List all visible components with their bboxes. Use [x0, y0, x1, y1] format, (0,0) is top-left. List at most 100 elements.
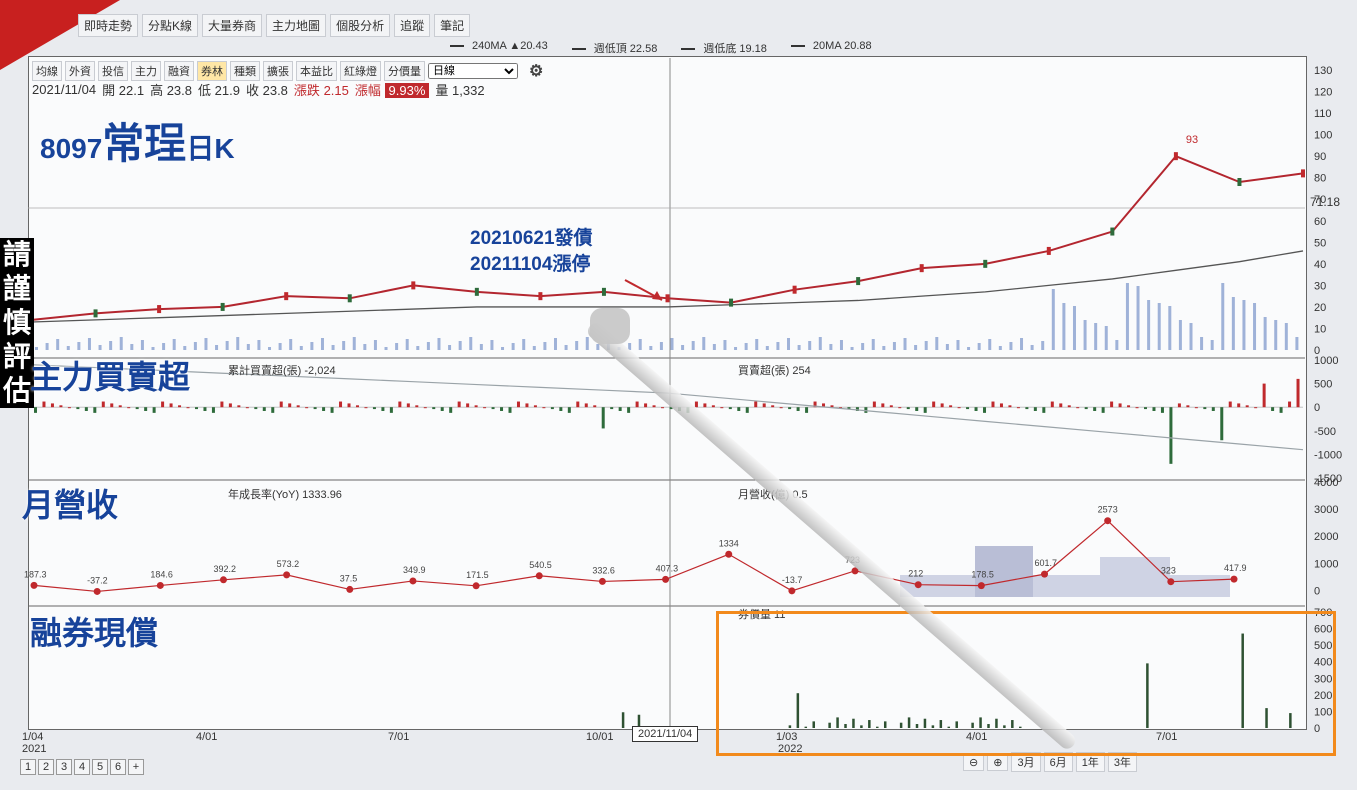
rev-label-7: 171.5: [466, 570, 489, 580]
mainforce-bar-61: [550, 407, 554, 410]
candle-16: [1046, 246, 1051, 255]
page-4[interactable]: 4: [74, 759, 90, 775]
gear-icon[interactable]: ⚙: [529, 63, 544, 80]
short-bar-96: [796, 693, 800, 728]
zoom-out-icon[interactable]: ⊖: [963, 753, 985, 771]
mainforce-bar-38: [355, 405, 359, 408]
rev-ytick-2: 2000: [1314, 531, 1338, 543]
mainforce-bar-40: [372, 407, 376, 410]
mainforce-bar-111: [974, 407, 978, 411]
mainforce-bar-20: [203, 407, 207, 411]
mainforce-bar-65: [584, 403, 588, 408]
btn-expand[interactable]: 擴張: [263, 61, 293, 81]
volume-bar-88: [967, 347, 971, 350]
btn-traffic[interactable]: 紅綠燈: [340, 61, 381, 81]
candle-19: [1237, 178, 1242, 186]
range-6m[interactable]: 6月: [1043, 752, 1073, 772]
range-3m[interactable]: 3月: [1011, 752, 1041, 772]
tab-realtime[interactable]: 即時走勢: [78, 14, 139, 37]
rev-label-1: -37.2: [87, 575, 108, 585]
mainforce-bar-80: [711, 405, 715, 408]
tab-main-map[interactable]: 主力地圖: [266, 14, 327, 37]
btn-type[interactable]: 種類: [230, 61, 260, 81]
rev-ytick-3: 1000: [1314, 558, 1338, 570]
volume-bar-35: [405, 339, 409, 350]
short-bar-155: [1265, 708, 1268, 728]
page-5[interactable]: 5: [92, 759, 108, 775]
btn-margin[interactable]: 融資: [164, 61, 194, 81]
mainforce-bar-78: [694, 401, 698, 408]
rev-point-4: [283, 571, 291, 579]
btn-ma[interactable]: 均線: [32, 61, 62, 81]
mainforce-bar-102: [898, 407, 902, 409]
mainforce-bar-41: [381, 407, 385, 411]
range-3y[interactable]: 3年: [1107, 752, 1137, 772]
mainforce-bar-117: [1025, 407, 1029, 410]
mainforce-bar-11: [127, 407, 131, 409]
mainforce-bar-66: [593, 405, 597, 408]
rev-legend-left: 年成長率(YoY) 1333.96: [228, 489, 342, 501]
page-3[interactable]: 3: [56, 759, 72, 775]
volume-bar-11: [151, 347, 155, 350]
btn-price-volume[interactable]: 分價量: [384, 61, 425, 81]
rev-area-3: [1100, 557, 1170, 597]
short-ytick-1: 600: [1314, 624, 1332, 636]
volume-bar-65: [723, 340, 727, 350]
stock-title: 8097常珵日K: [40, 110, 235, 171]
zoom-in-icon[interactable]: ⊕: [987, 753, 1009, 771]
mainforce-bar-104: [915, 407, 919, 411]
mainforce-bar-63: [567, 407, 571, 413]
page-2[interactable]: 2: [38, 759, 54, 775]
mainforce-bar-5: [76, 407, 80, 410]
short-bar-74: [621, 712, 625, 728]
mainforce-bar-120: [1050, 401, 1054, 408]
volume-bar-114: [1242, 300, 1246, 350]
tab-stock-analysis[interactable]: 個股分析: [330, 14, 391, 37]
mainforce-bar-138: [1203, 407, 1207, 410]
btn-pe[interactable]: 本益比: [296, 61, 337, 81]
short-bar-120: [987, 724, 990, 728]
tab-big-broker[interactable]: 大量券商: [202, 14, 263, 37]
price-ytick-9: 90: [1314, 151, 1326, 163]
quote-change: 2.15: [323, 83, 349, 98]
volume-bar-76: [839, 340, 843, 350]
mainforce-bar-131: [1144, 407, 1148, 410]
peak-label: 93: [1186, 134, 1198, 146]
mainforce-bar-109: [957, 407, 961, 409]
tab-branch-k[interactable]: 分點K線: [142, 14, 199, 37]
btn-main[interactable]: 主力: [131, 61, 161, 81]
period-select[interactable]: 日線: [428, 63, 518, 79]
rev-point-12: [788, 587, 796, 595]
btn-foreign[interactable]: 外資: [65, 61, 95, 81]
tab-track[interactable]: 追蹤: [394, 14, 431, 37]
x-label-2: 7/01: [388, 731, 409, 743]
ma-legend-weekhigh: 週低頂 22.58: [571, 40, 657, 56]
volume-bar-38: [437, 338, 441, 350]
volume-bar-0: [35, 347, 38, 350]
mainforce-bar-108: [949, 405, 953, 408]
rev-point-19: [1230, 575, 1238, 583]
mainforce-bar-129: [1127, 405, 1131, 408]
volume-bar-99: [1083, 320, 1087, 350]
volume-bar-19: [236, 337, 240, 350]
mainforce-bar-99: [872, 401, 876, 408]
mainforce-bar-49: [449, 407, 453, 413]
mainforce-bar-137: [1194, 407, 1198, 409]
rev-label-2: 184.6: [150, 569, 173, 579]
mainforce-bar-44: [406, 403, 410, 408]
volume-bar-63: [702, 337, 706, 350]
page-6[interactable]: 6: [110, 759, 126, 775]
volume-bar-105: [1147, 300, 1151, 350]
range-1y[interactable]: 1年: [1075, 752, 1105, 772]
mainforce-bar-7: [93, 407, 97, 413]
mainforce-bar-57: [516, 401, 520, 408]
page-add[interactable]: +: [128, 759, 144, 775]
mainforce-bar-84: [745, 407, 749, 413]
btn-short[interactable]: 券林: [197, 61, 227, 81]
btn-trust[interactable]: 投信: [98, 61, 128, 81]
mainforce-bar-87: [771, 405, 775, 408]
tab-notes[interactable]: 筆記: [434, 14, 471, 37]
candle-12: [792, 285, 797, 294]
page-1[interactable]: 1: [20, 759, 36, 775]
short-bar-106: [876, 726, 879, 728]
